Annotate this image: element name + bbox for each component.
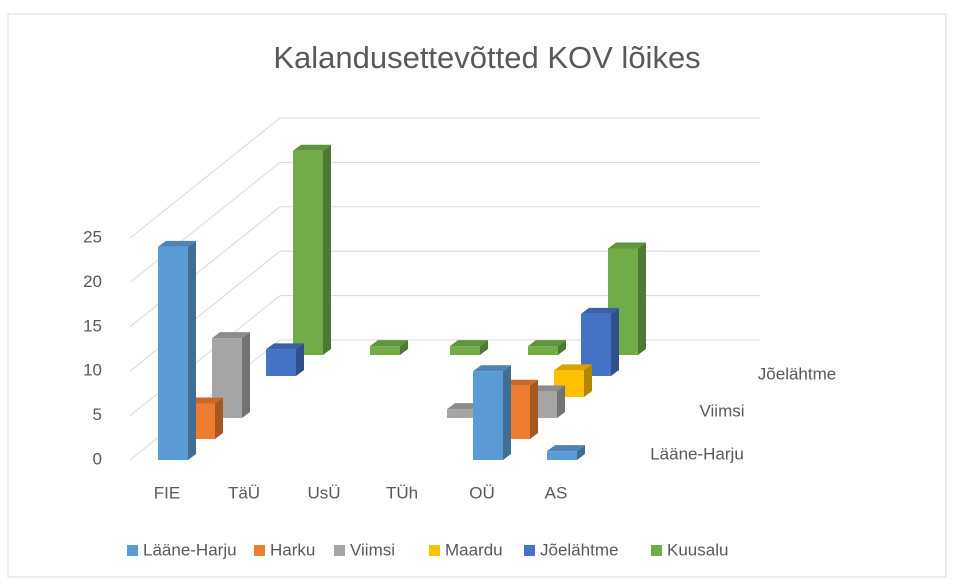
x-tick-label: OÜ (469, 483, 495, 502)
legend-label: Kuusalu (667, 540, 728, 559)
bar-top (370, 340, 408, 347)
legend-label: Jõelähtme (540, 540, 618, 559)
x-tick-label: AS (545, 483, 568, 502)
chart-title: Kalandusettevõtted KOV lõikes (273, 40, 700, 75)
bar-side (611, 307, 619, 376)
legend-swatch (524, 545, 535, 556)
legend-label: Maardu (445, 540, 503, 559)
bar-top (212, 332, 250, 339)
bar-side (503, 365, 511, 460)
bar-side (400, 340, 408, 355)
legend-swatch (254, 545, 265, 556)
bar-front (528, 346, 558, 355)
x-tick-label: FIE (154, 483, 180, 502)
y-tick-label: 10 (83, 361, 102, 380)
bar (528, 340, 566, 355)
legend-swatch (651, 545, 662, 556)
bar-top (547, 445, 585, 452)
depth-label: Lääne-Harju (650, 444, 744, 463)
bar-side (558, 340, 566, 355)
bar (547, 445, 585, 460)
legend-label: Harku (270, 540, 315, 559)
bar-top (473, 365, 511, 372)
bar (266, 343, 304, 376)
bar-side (242, 332, 250, 418)
bar-side (584, 364, 592, 397)
y-tick-label: 15 (83, 316, 102, 335)
legend-swatch (334, 545, 345, 556)
bar-top (608, 242, 646, 249)
bar-side (557, 385, 565, 418)
x-tick-label: TäÜ (228, 483, 260, 502)
bar-side (215, 397, 223, 439)
y-tick-label: 5 (93, 405, 102, 424)
legend-label: Viimsi (350, 540, 395, 559)
bar (370, 340, 408, 355)
bar-side (323, 144, 331, 355)
bar-top (581, 307, 619, 314)
bar-top (528, 340, 566, 347)
bar-top (293, 144, 331, 151)
bar-top (554, 364, 592, 371)
bar-side (188, 240, 196, 460)
grid-line (129, 117, 760, 239)
bar-top (158, 240, 196, 247)
legend-swatch (429, 545, 440, 556)
bar-front (158, 246, 188, 460)
bar (293, 144, 331, 355)
legend-swatch (127, 545, 138, 556)
bar-front (266, 349, 296, 376)
depth-label: Jõelähtme (758, 364, 836, 383)
y-tick-label: 25 (83, 227, 102, 246)
y-tick-label: 0 (93, 449, 102, 468)
bar (450, 340, 488, 355)
bar-front (473, 371, 503, 460)
bar-side (296, 343, 304, 376)
x-tick-label: UsÜ (307, 483, 340, 502)
bar-side (577, 445, 585, 460)
bar-front (547, 451, 577, 460)
bar-front (293, 150, 323, 355)
bar-front (370, 346, 400, 355)
bar-side (530, 379, 538, 439)
bar-front (450, 346, 480, 355)
bar (473, 365, 511, 460)
depth-label: Viimsi (699, 401, 744, 420)
x-tick-label: TÜh (386, 483, 418, 502)
y-tick-label: 20 (83, 272, 102, 291)
legend-label: Lääne-Harju (143, 540, 237, 559)
bar-top (266, 343, 304, 350)
bar (158, 240, 196, 460)
bar-top (450, 340, 488, 347)
bar-side (480, 340, 488, 355)
bar-side (638, 242, 646, 355)
bar-front (447, 409, 477, 418)
